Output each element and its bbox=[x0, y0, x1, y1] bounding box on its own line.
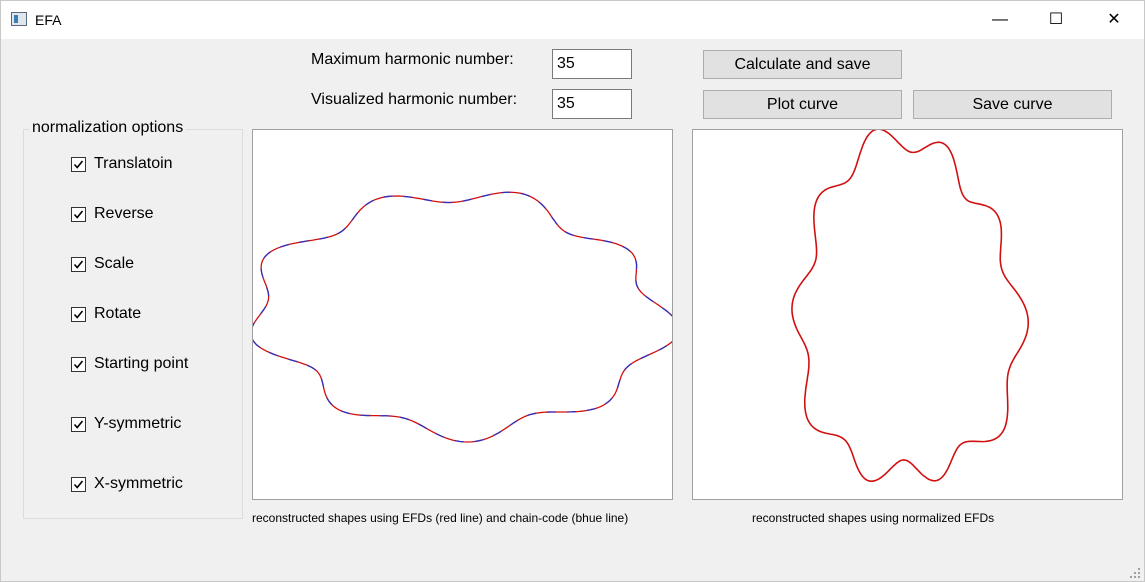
efd-plot-caption: reconstructed shapes using EFDs (red lin… bbox=[252, 511, 629, 525]
checkbox-label: Rotate bbox=[94, 305, 142, 322]
check-icon bbox=[73, 310, 84, 319]
efd-curve bbox=[253, 191, 672, 443]
window-title: EFA bbox=[35, 12, 62, 28]
plot-curve-button[interactable]: Plot curve bbox=[703, 90, 902, 119]
check-icon bbox=[73, 260, 84, 269]
checkbox-box[interactable] bbox=[71, 307, 86, 322]
checkbox-label: X-symmetric bbox=[94, 475, 183, 492]
check-icon bbox=[73, 420, 84, 429]
checkbox-box[interactable] bbox=[71, 257, 86, 272]
close-button[interactable]: ✕ bbox=[1107, 11, 1121, 28]
normalized-plot-caption: reconstructed shapes using normalized EF… bbox=[752, 511, 995, 525]
checkbox-box[interactable] bbox=[71, 477, 86, 492]
normalized-efd-plot bbox=[692, 129, 1123, 500]
normalization-groupbox bbox=[23, 129, 243, 519]
checkbox-box[interactable] bbox=[71, 417, 86, 432]
calculate-save-button[interactable]: Calculate and save bbox=[703, 50, 902, 79]
efd-plot bbox=[252, 129, 673, 500]
max-harmonic-input[interactable] bbox=[552, 49, 632, 79]
checkbox-label: Y-symmetric bbox=[94, 415, 182, 432]
vis-harmonic-input[interactable] bbox=[552, 89, 632, 119]
save-curve-button[interactable]: Save curve bbox=[913, 90, 1112, 119]
checkbox-box[interactable] bbox=[71, 207, 86, 222]
checkbox-label: Starting point bbox=[94, 355, 189, 372]
minimize-button[interactable]: — bbox=[992, 11, 1008, 28]
check-icon bbox=[73, 210, 84, 219]
checkbox-box[interactable] bbox=[71, 157, 86, 172]
checkbox-label: Scale bbox=[94, 255, 135, 272]
checkbox-label: Translatoin bbox=[94, 155, 173, 172]
maximize-button[interactable]: ☐ bbox=[1048, 11, 1064, 28]
vis-harmonic-label: Visualized harmonic number: bbox=[311, 91, 518, 108]
checkbox-label: Reverse bbox=[94, 205, 154, 222]
resize-grip-icon[interactable] bbox=[1129, 567, 1141, 579]
check-icon bbox=[73, 160, 84, 169]
title-bar: EFA — ☐ ✕ bbox=[1, 1, 1144, 39]
app-icon bbox=[11, 12, 27, 26]
chain-code-curve bbox=[253, 191, 672, 443]
normalization-title: normalization options bbox=[29, 119, 187, 137]
normalized-efd-curve bbox=[791, 130, 1030, 482]
checkbox-box[interactable] bbox=[71, 357, 86, 372]
check-icon bbox=[73, 480, 84, 489]
check-icon bbox=[73, 360, 84, 369]
max-harmonic-label: Maximum harmonic number: bbox=[311, 51, 514, 68]
